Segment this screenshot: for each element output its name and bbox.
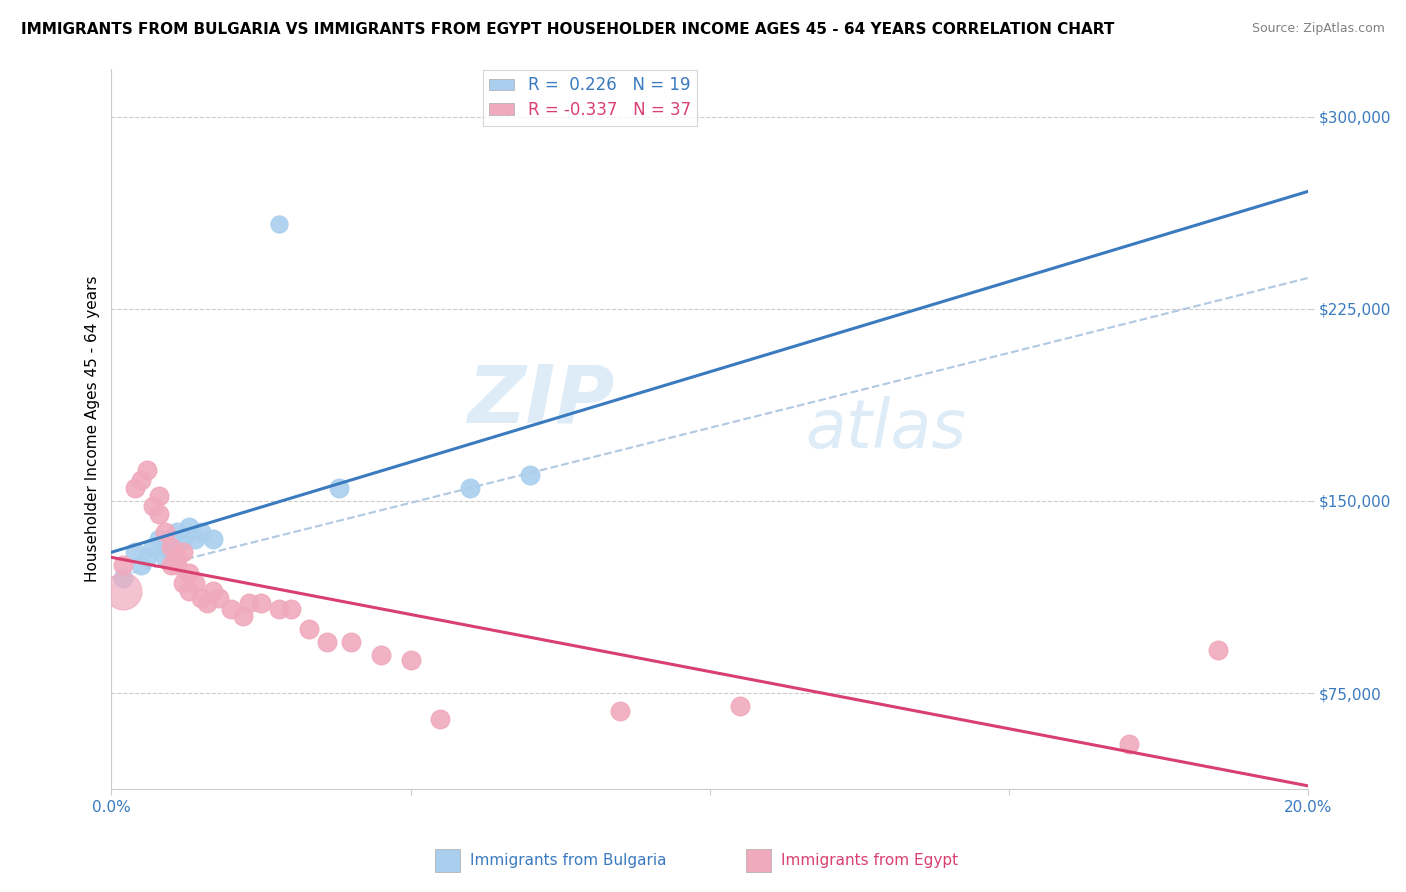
Point [172, 545, 194, 559]
Point [429, 712, 451, 726]
Point [208, 591, 231, 606]
Text: Source: ZipAtlas.com: Source: ZipAtlas.com [1251, 22, 1385, 36]
Point [460, 481, 482, 495]
Point [250, 596, 273, 610]
Point [124, 545, 146, 559]
Point [112, 571, 135, 585]
Text: ZIP: ZIP [467, 361, 614, 439]
Point [267, 217, 290, 231]
Point [184, 575, 207, 590]
Point [298, 622, 321, 636]
Point [280, 601, 302, 615]
Text: IMMIGRANTS FROM BULGARIA VS IMMIGRANTS FROM EGYPT HOUSEHOLDER INCOME AGES 45 - 6: IMMIGRANTS FROM BULGARIA VS IMMIGRANTS F… [21, 22, 1115, 37]
Y-axis label: Householder Income Ages 45 - 64 years: Householder Income Ages 45 - 64 years [86, 276, 100, 582]
Point [155, 550, 177, 565]
Point [190, 524, 212, 539]
Point [190, 591, 212, 606]
Point [202, 583, 225, 598]
Point [166, 550, 188, 565]
Point [166, 558, 188, 572]
Point [1208, 642, 1230, 657]
Point [124, 481, 146, 495]
Point [148, 507, 170, 521]
Point [148, 489, 170, 503]
Point [519, 468, 541, 483]
Point [148, 533, 170, 547]
Text: atlas: atlas [806, 396, 966, 462]
Point [184, 533, 207, 547]
Point [179, 583, 201, 598]
Legend: R =  0.226   N = 19, R = -0.337   N = 37: R = 0.226 N = 19, R = -0.337 N = 37 [482, 70, 697, 126]
Point [232, 609, 254, 624]
Point [112, 583, 135, 598]
Point [315, 635, 337, 649]
Point [155, 524, 177, 539]
Point [136, 463, 159, 477]
Point [195, 596, 218, 610]
Point [399, 653, 422, 667]
Point [219, 601, 242, 615]
Point [609, 704, 631, 718]
Point [136, 550, 159, 565]
Point [267, 601, 290, 615]
Point [328, 481, 350, 495]
Point [370, 648, 392, 662]
Point [1118, 737, 1140, 751]
Point [238, 596, 260, 610]
Point [728, 698, 751, 713]
Point [112, 558, 135, 572]
Point [172, 575, 194, 590]
Point [160, 540, 183, 554]
Point [179, 519, 201, 533]
Point [179, 566, 201, 580]
Text: Immigrants from Egypt: Immigrants from Egypt [780, 854, 957, 868]
Point [166, 524, 188, 539]
Point [131, 558, 153, 572]
Point [155, 540, 177, 554]
Point [131, 474, 153, 488]
Point [339, 635, 361, 649]
Point [142, 499, 165, 513]
Point [172, 533, 194, 547]
Point [142, 540, 165, 554]
Point [202, 533, 225, 547]
Point [160, 545, 183, 559]
Point [160, 558, 183, 572]
Text: Immigrants from Bulgaria: Immigrants from Bulgaria [470, 854, 666, 868]
Point [160, 533, 183, 547]
